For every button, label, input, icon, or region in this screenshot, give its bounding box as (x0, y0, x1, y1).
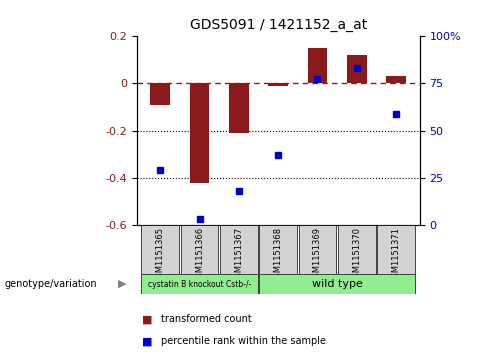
Bar (307, 48, 327, 83)
Bar (142, 274, 258, 294)
Bar (259, 274, 415, 294)
Text: percentile rank within the sample: percentile rank within the sample (161, 336, 326, 346)
Text: GSM1151371: GSM1151371 (391, 227, 401, 282)
Bar (220, 225, 258, 274)
Text: ■: ■ (142, 336, 152, 346)
Bar (268, 83, 288, 86)
Text: GSM1151365: GSM1151365 (156, 227, 165, 282)
Bar (377, 225, 415, 274)
Text: GSM1151370: GSM1151370 (352, 227, 361, 282)
Text: GSM1151366: GSM1151366 (195, 227, 204, 283)
Bar (338, 225, 376, 274)
Bar (150, 83, 170, 105)
Bar (181, 225, 219, 274)
Text: genotype/variation: genotype/variation (5, 279, 98, 289)
Text: GSM1151369: GSM1151369 (313, 227, 322, 282)
Text: cystatin B knockout Cstb-/-: cystatin B knockout Cstb-/- (148, 280, 251, 289)
Text: ▶: ▶ (118, 279, 126, 289)
Bar (347, 55, 366, 83)
Text: GSM1151367: GSM1151367 (234, 227, 244, 283)
Bar (142, 225, 179, 274)
Text: ■: ■ (142, 314, 152, 325)
Bar (259, 225, 297, 274)
Bar (299, 225, 336, 274)
Bar (386, 76, 406, 83)
Text: wild type: wild type (312, 279, 363, 289)
Bar (229, 83, 249, 133)
Text: transformed count: transformed count (161, 314, 252, 325)
Bar (190, 83, 209, 183)
Title: GDS5091 / 1421152_a_at: GDS5091 / 1421152_a_at (189, 19, 367, 33)
Text: GSM1151368: GSM1151368 (274, 227, 283, 283)
